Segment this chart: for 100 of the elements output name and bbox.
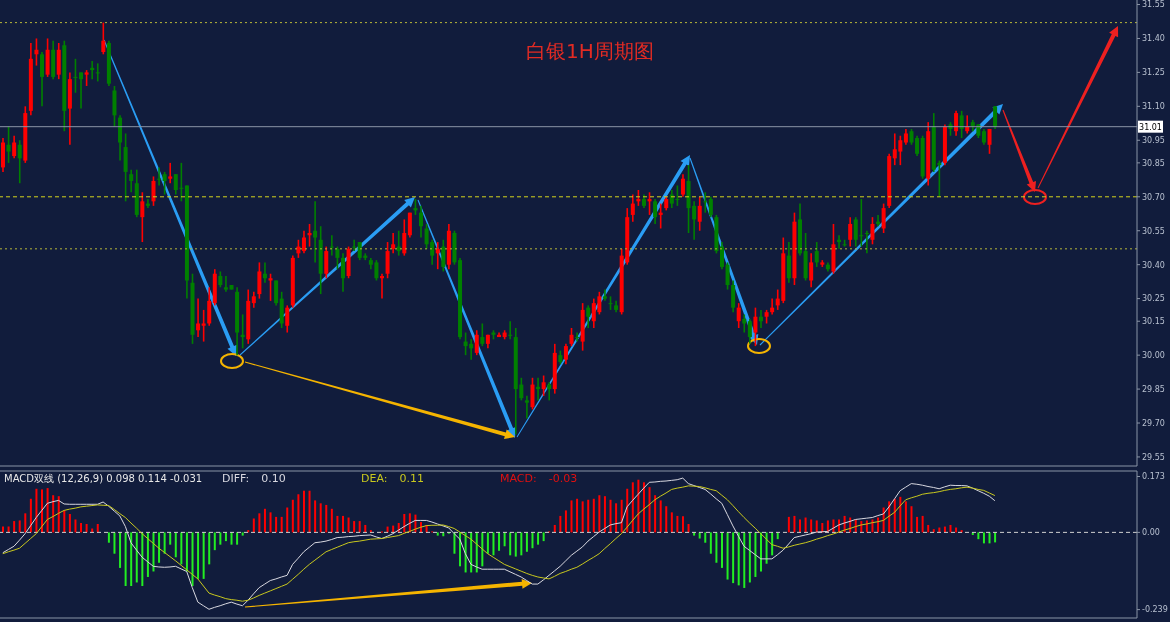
bar [291, 499, 294, 533]
candlestick [725, 261, 730, 291]
candlestick [419, 205, 424, 239]
bar [353, 521, 356, 533]
bar [191, 532, 194, 587]
bar [670, 512, 673, 533]
candlestick [870, 216, 875, 246]
bar [592, 498, 595, 533]
bar [503, 532, 506, 547]
candlestick [719, 241, 724, 270]
bar [124, 532, 127, 587]
bar [899, 496, 902, 533]
candlestick [708, 196, 713, 218]
text: 白银1H周期图 [526, 39, 654, 63]
candlestick [809, 252, 814, 289]
bar [219, 532, 222, 545]
y-tick-label: 29.55 [1142, 452, 1165, 462]
bar [603, 496, 606, 533]
bar [486, 532, 489, 554]
candlestick [474, 329, 479, 356]
candlestick [17, 139, 22, 185]
candlestick [563, 343, 568, 365]
bar [893, 498, 896, 533]
bar [704, 532, 707, 543]
bar [977, 532, 980, 540]
candlestick [530, 376, 535, 411]
candlestick [524, 395, 529, 420]
bar [687, 523, 690, 533]
bar [96, 523, 99, 533]
bar [297, 494, 300, 533]
bar [436, 532, 439, 536]
bar [135, 532, 138, 583]
bar [720, 532, 723, 568]
candlestick [385, 241, 390, 280]
bar [364, 524, 367, 533]
candlestick [196, 297, 201, 338]
candlestick [569, 327, 574, 347]
candlestick [274, 279, 279, 307]
y-tick-label: 30.00 [1142, 351, 1165, 360]
bar [576, 498, 579, 533]
candlestick [324, 245, 329, 280]
candlestick [993, 105, 998, 130]
candlestick [881, 202, 886, 234]
candlestick [268, 272, 273, 302]
candlestick [848, 216, 853, 248]
bar [949, 524, 952, 533]
y-tick-label: 31.10 [1142, 102, 1165, 112]
bar [537, 532, 540, 545]
bar [676, 515, 679, 533]
candlestick [480, 322, 485, 347]
candlestick [959, 110, 964, 139]
bar [74, 519, 77, 533]
bar [13, 521, 16, 533]
candlestick [340, 252, 345, 293]
bar [113, 532, 116, 554]
bar [799, 519, 802, 533]
bar [358, 521, 361, 533]
bar [119, 532, 122, 568]
y-tick-label: 31.25 [1142, 68, 1165, 78]
bar [269, 512, 272, 533]
bar [46, 488, 49, 533]
bar [525, 532, 528, 552]
y-tick-label: 30.85 [1142, 158, 1165, 168]
candlestick [95, 62, 100, 83]
candlestick [129, 168, 134, 194]
bar [748, 532, 751, 583]
annotation: 0.11 [399, 472, 424, 485]
bar [631, 482, 634, 533]
bar [481, 532, 484, 567]
candlestick [915, 134, 920, 157]
bar [302, 490, 305, 533]
bar [570, 500, 573, 533]
y-tick-label: 30.25 [1142, 294, 1165, 304]
candlestick [630, 193, 635, 223]
bar [648, 487, 651, 533]
ref-line-label: 31.01 [1139, 122, 1162, 132]
bar [185, 532, 188, 572]
candlestick [12, 134, 17, 160]
candlestick [73, 58, 78, 94]
bar [514, 532, 517, 557]
candlestick [786, 241, 791, 284]
candlestick [441, 238, 446, 273]
bar [146, 532, 149, 577]
bar [659, 500, 662, 533]
bar [336, 515, 339, 533]
y-tick-label: 30.40 [1142, 260, 1165, 270]
bar [553, 524, 556, 533]
bar [230, 532, 233, 545]
y-tick-label: -0.239 [1142, 605, 1168, 615]
bar [208, 532, 211, 565]
bar [715, 532, 718, 563]
bar [347, 517, 350, 533]
annotation: -0.03 [548, 472, 578, 485]
y-tick-label: 30.55 [1142, 226, 1165, 236]
candlestick [40, 51, 45, 108]
candlestick [586, 304, 591, 329]
text: DIFF: [222, 472, 250, 485]
bar [615, 503, 618, 533]
bar [325, 504, 328, 533]
y-tick-label: 30.15 [1142, 317, 1165, 327]
